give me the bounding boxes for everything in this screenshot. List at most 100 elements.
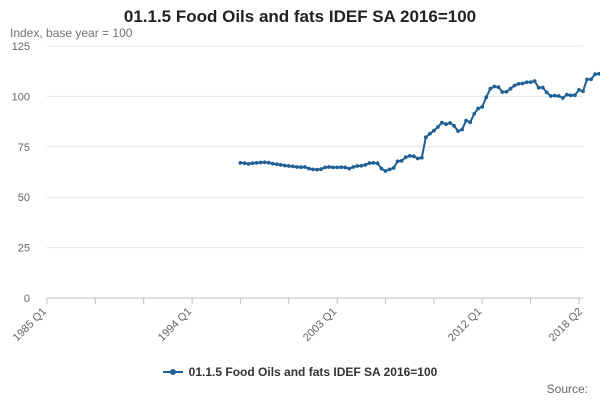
- data-point: [528, 80, 533, 84]
- y-tick-labels: 0 25 50 75 100 125: [12, 41, 30, 305]
- data-point: [299, 165, 303, 170]
- x-tick-marks: [46, 298, 580, 304]
- data-point: [391, 166, 396, 170]
- legend-label: 01.1.5 Food Oils and fats IDEF SA 2016=1…: [188, 365, 438, 379]
- data-point: [323, 165, 327, 170]
- data-point: [246, 162, 251, 166]
- data-point: [552, 93, 557, 98]
- data-point: [331, 165, 335, 170]
- data-point: [480, 105, 485, 109]
- data-point: [335, 165, 340, 170]
- data-point: [524, 80, 529, 85]
- data-point: [315, 167, 319, 172]
- series-layer: [238, 71, 600, 173]
- data-point: [375, 161, 380, 166]
- legend-item[interactable]: 01.1.5 Food Oils and fats IDEF SA 2016=1…: [162, 365, 438, 379]
- data-point: [282, 163, 287, 168]
- x-tick-label: 2012 Q1: [446, 306, 484, 344]
- data-point: [343, 165, 348, 170]
- data-point: [238, 161, 243, 165]
- data-point: [472, 112, 477, 116]
- data-point: [436, 125, 440, 129]
- data-point: [242, 161, 247, 166]
- data-point: [254, 161, 259, 165]
- data-point: [569, 93, 573, 98]
- data-point: [258, 160, 263, 165]
- data-point: [556, 94, 561, 98]
- data-point: [311, 167, 315, 172]
- data-point: [303, 165, 307, 169]
- data-point: [560, 96, 565, 100]
- data-point: [488, 86, 493, 91]
- data-point: [367, 161, 372, 166]
- data-point: [359, 163, 364, 168]
- data-point: [585, 77, 589, 82]
- data-point: [383, 169, 388, 173]
- data-point: [512, 83, 517, 88]
- data-point: [444, 122, 448, 127]
- data-point: [278, 163, 283, 167]
- data-point: [307, 166, 311, 171]
- data-point: [423, 135, 428, 140]
- data-point: [460, 127, 464, 132]
- data-point: [327, 165, 331, 169]
- data-point: [516, 82, 521, 86]
- data-point: [452, 123, 456, 128]
- x-tick-label: 2003 Q1: [301, 306, 339, 344]
- data-point: [476, 106, 481, 111]
- data-point: [395, 159, 400, 164]
- data-point: [407, 154, 412, 158]
- data-point: [544, 90, 549, 95]
- legend-line-marker-icon: [162, 368, 183, 376]
- data-point: [339, 165, 344, 170]
- data-point: [411, 154, 416, 159]
- y-tick-label: 0: [24, 293, 30, 305]
- data-point: [593, 72, 597, 77]
- data-point: [573, 93, 577, 98]
- data-point: [419, 155, 424, 160]
- data-point: [508, 86, 513, 91]
- data-point: [536, 85, 541, 90]
- data-point: [262, 160, 267, 165]
- data-point: [440, 120, 444, 125]
- data-point: [266, 160, 271, 165]
- data-point: [540, 85, 545, 90]
- data-point: [448, 121, 452, 125]
- data-point: [532, 79, 537, 83]
- data-point: [589, 77, 593, 82]
- y-tick-label: 50: [18, 192, 30, 204]
- x-tick-label: 2018 Q2: [547, 306, 585, 344]
- data-point: [496, 85, 501, 89]
- data-point: [500, 90, 505, 94]
- data-point: [520, 81, 525, 86]
- y-axis-label: Index, base year = 100: [10, 26, 133, 40]
- x-tick-label: 1985 Q1: [11, 306, 49, 344]
- data-point: [565, 92, 569, 97]
- legend: 01.1.5 Food Oils and fats IDEF SA 2016=1…: [0, 365, 600, 379]
- series-line: [240, 72, 600, 172]
- grid-layer: [47, 45, 583, 299]
- data-point: [581, 89, 585, 94]
- data-point: [379, 166, 384, 171]
- data-point: [274, 162, 279, 167]
- data-point: [347, 166, 352, 171]
- data-point: [295, 165, 299, 169]
- data-point: [456, 129, 460, 134]
- data-point: [286, 164, 291, 168]
- y-tick-label: 125: [12, 41, 30, 53]
- data-point: [371, 161, 376, 165]
- data-point: [290, 164, 295, 169]
- data-point: [432, 128, 436, 133]
- data-point: [351, 165, 356, 169]
- data-point: [492, 84, 497, 89]
- data-point: [415, 156, 420, 161]
- data-point: [484, 95, 489, 100]
- source-label: Source:: [546, 382, 588, 396]
- chart-title: 01.1.5 Food Oils and fats IDEF SA 2016=1…: [123, 7, 477, 26]
- y-tick-label: 75: [18, 142, 30, 154]
- data-point: [464, 118, 468, 123]
- data-point: [319, 167, 323, 172]
- data-point: [399, 159, 404, 163]
- data-point: [250, 161, 255, 166]
